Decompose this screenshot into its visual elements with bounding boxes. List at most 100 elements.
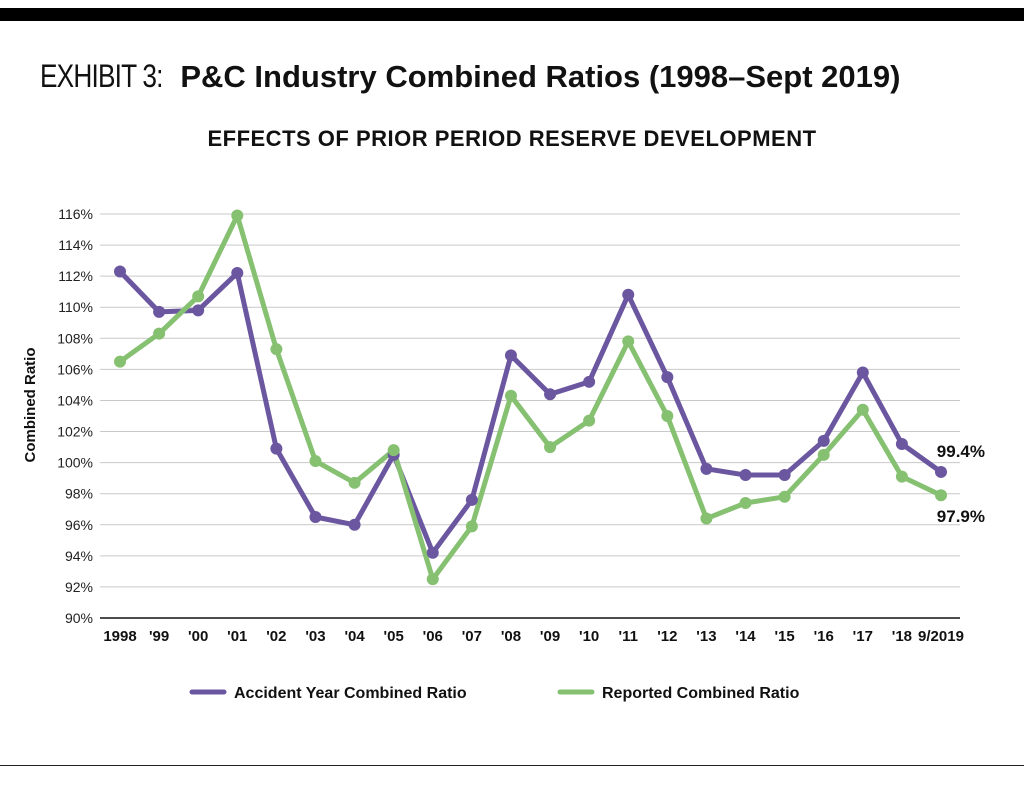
data-point-series-1 [114, 265, 126, 278]
data-point-series-1 [192, 304, 205, 317]
x-tick-label: '06 [423, 628, 443, 645]
data-point-series-2 [153, 327, 166, 340]
y-tick-label: 108% [57, 330, 93, 346]
y-tick-label: 106% [57, 361, 93, 377]
x-tick-label: '11 [619, 628, 638, 645]
data-point-series-2 [504, 389, 517, 402]
data-point-series-2 [817, 448, 830, 461]
data-point-series-2 [856, 403, 869, 416]
data-point-series-1 [700, 462, 713, 475]
x-tick-label: '13 [696, 628, 716, 645]
x-tick-label: '18 [892, 628, 912, 645]
data-point-series-2 [426, 573, 439, 586]
data-point-series-1 [465, 493, 478, 506]
data-point-series-1 [778, 469, 791, 482]
legend: Accident Year Combined Ratio Reported Com… [189, 685, 800, 702]
x-axis-ticks: 1998 '99 '00 '01 '02 '03 '04 '05 '06 '07 '08 '09 '10… [103, 628, 964, 645]
data-point-series-1 [153, 305, 166, 318]
series-lines [117, 213, 944, 582]
top-rule [0, 8, 1024, 21]
x-tick-label: '12 [657, 628, 677, 645]
x-tick-label: '10 [579, 628, 599, 645]
x-tick-label: 1998 [103, 628, 136, 645]
x-tick-label: '99 [149, 628, 169, 645]
y-tick-label: 114% [58, 237, 93, 253]
y-tick-label: 98% [65, 486, 93, 502]
legend-label: Accident Year Combined Ratio [234, 685, 467, 702]
x-tick-label: '09 [540, 628, 560, 645]
data-point-series-1 [817, 434, 830, 447]
data-point-series-2 [935, 489, 947, 502]
data-point-series-2 [387, 444, 400, 457]
data-point-series-1 [856, 366, 869, 379]
y-tick-label: 100% [57, 455, 93, 471]
data-point-series-2 [465, 520, 478, 533]
chart-title: P&C Industry Combined Ratios (1998–Sept … [180, 59, 901, 94]
y-axis-ticks: 90% 92% 94% 96% 98% 100% 102% 104% 106% 108% 110% 1… [57, 206, 93, 626]
x-tick-label: '02 [266, 628, 286, 645]
y-tick-label: 112% [58, 268, 93, 284]
data-point-series-2 [309, 455, 322, 468]
legend-label: Reported Combined Ratio [602, 685, 800, 702]
data-point-series-1 [661, 371, 674, 384]
x-tick-label: '01 [227, 628, 247, 645]
y-tick-label: 92% [65, 579, 93, 595]
x-tick-label: '07 [462, 628, 482, 645]
x-tick-label: 9/2019 [918, 628, 964, 645]
series-points [114, 209, 947, 586]
data-point-series-2 [544, 441, 557, 454]
data-point-series-1 [309, 511, 322, 523]
data-point-series-1 [231, 267, 244, 280]
data-point-series-2 [778, 490, 791, 503]
data-label: 97.9% [937, 507, 985, 526]
data-label: 99.4% [937, 442, 985, 461]
data-point-series-1 [583, 375, 596, 388]
data-point-series-2 [661, 410, 674, 422]
x-tick-label: '16 [814, 628, 834, 645]
x-tick-label: '17 [853, 628, 873, 645]
y-tick-label: 90% [65, 610, 93, 626]
data-point-series-2 [700, 512, 713, 525]
y-tick-label: 96% [65, 517, 93, 533]
chart-subtitle: EFFECTS OF PRIOR PERIOD RESERVE DEVELOPM… [207, 126, 817, 151]
data-point-series-2 [114, 355, 126, 368]
data-point-series-1 [504, 349, 517, 362]
y-axis-label: Combined Ratio [22, 348, 39, 463]
exhibit-label: EXHIBIT 3: [40, 58, 163, 94]
data-point-series-1 [622, 288, 635, 301]
series-line-2 [117, 213, 944, 582]
exhibit-title: EXHIBIT 3: P&C Industry Combined Ratios … [40, 56, 900, 97]
data-point-series-1 [426, 546, 439, 559]
data-point-series-1 [270, 442, 283, 455]
x-tick-label: '04 [344, 628, 365, 645]
data-point-series-2 [348, 476, 361, 489]
data-point-series-2 [192, 290, 205, 303]
gridlines [100, 213, 960, 588]
data-point-series-1 [544, 388, 557, 401]
x-tick-label: '08 [501, 628, 521, 645]
y-tick-label: 94% [65, 548, 93, 564]
data-point-series-2 [231, 209, 244, 222]
y-tick-label: 104% [57, 392, 93, 408]
y-tick-label: 116% [58, 206, 93, 222]
x-tick-label: '14 [735, 628, 756, 645]
series-line-1 [117, 268, 944, 556]
y-tick-label: 110% [58, 299, 93, 315]
data-labels: 99.4% 97.9% [937, 442, 985, 526]
y-tick-label: 102% [57, 424, 93, 440]
data-point-series-1 [348, 518, 361, 531]
data-point-series-2 [622, 335, 635, 348]
data-point-series-2 [739, 497, 752, 510]
data-point-series-2 [583, 414, 596, 427]
data-point-series-1 [935, 465, 947, 478]
data-point-series-2 [895, 470, 908, 483]
bottom-rule [0, 765, 1024, 766]
x-tick-label: '15 [774, 628, 794, 645]
x-tick-label: '03 [305, 628, 325, 645]
data-point-series-2 [270, 343, 283, 356]
data-point-series-1 [895, 437, 908, 450]
data-point-series-1 [739, 469, 752, 482]
x-tick-label: '05 [384, 628, 404, 645]
x-tick-label: '00 [188, 628, 208, 645]
